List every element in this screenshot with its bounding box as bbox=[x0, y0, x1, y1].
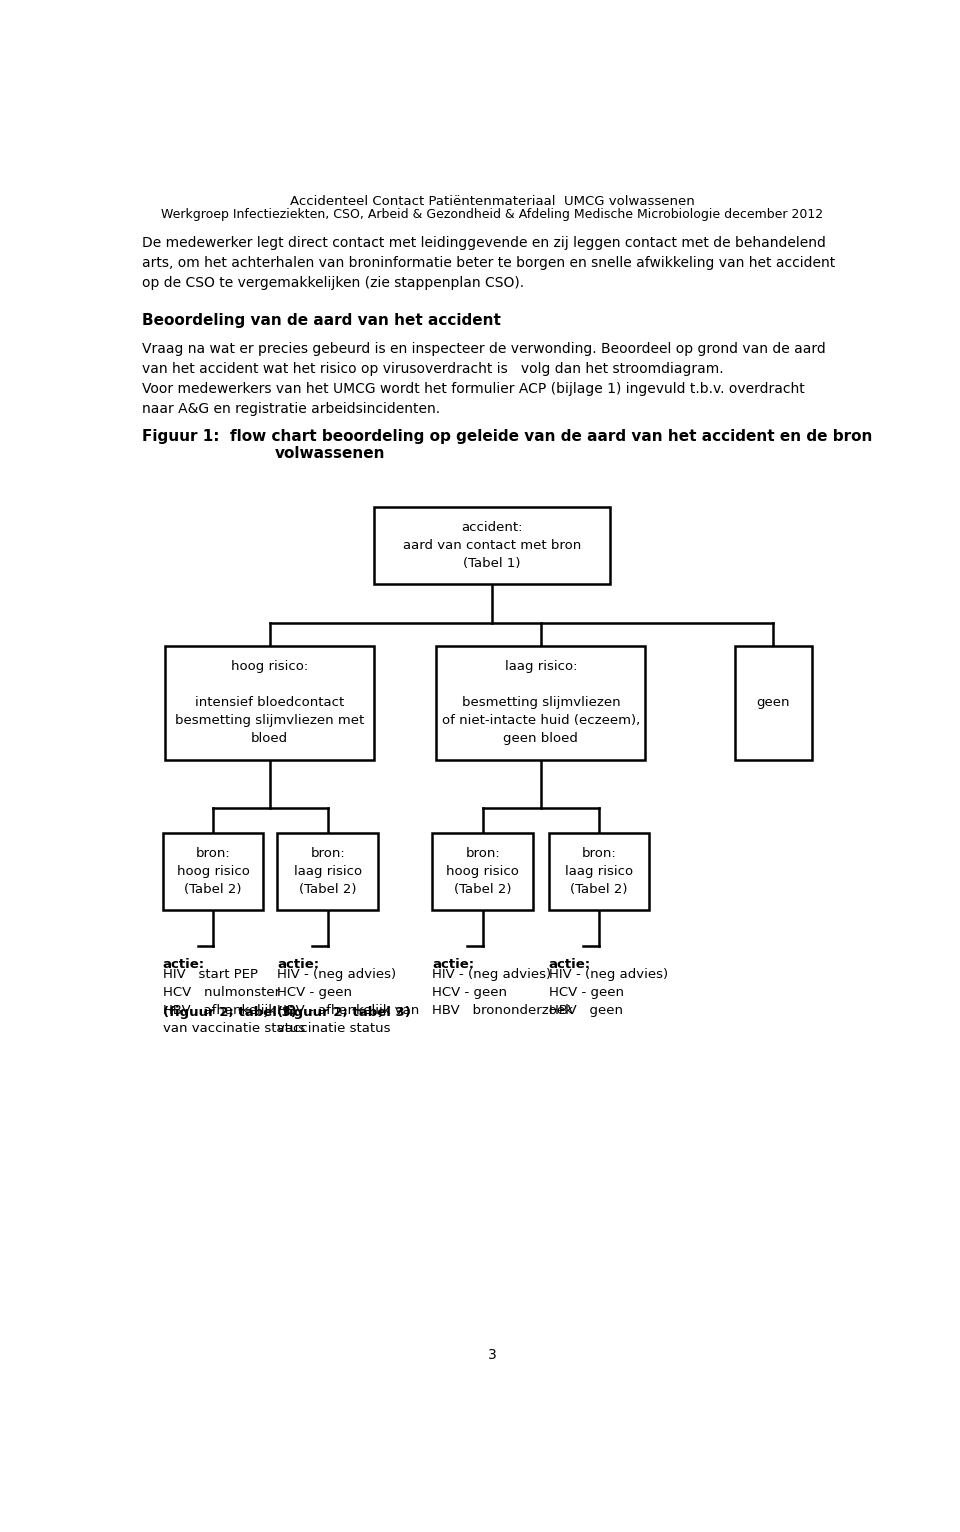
Text: laag risico:

besmetting slijmvliezen
of niet-intacte huid (eczeem),
geen bloed: laag risico: besmetting slijmvliezen of … bbox=[442, 660, 640, 746]
Text: (figuur 2; tabel 3): (figuur 2; tabel 3) bbox=[162, 1007, 297, 1019]
FancyBboxPatch shape bbox=[165, 647, 374, 760]
Text: volwassenen: volwassenen bbox=[275, 446, 386, 461]
Text: Figuur 1:  flow chart beoordeling op geleide van de aard van het accident en de : Figuur 1: flow chart beoordeling op gele… bbox=[142, 429, 872, 444]
Text: 3: 3 bbox=[488, 1348, 496, 1362]
Text: actie:: actie: bbox=[162, 958, 204, 971]
FancyBboxPatch shape bbox=[436, 647, 645, 760]
Text: geen: geen bbox=[756, 697, 790, 709]
FancyBboxPatch shape bbox=[734, 647, 812, 760]
FancyBboxPatch shape bbox=[432, 833, 533, 910]
FancyBboxPatch shape bbox=[548, 833, 649, 910]
Text: actie:: actie: bbox=[277, 958, 320, 971]
Text: Vraag na wat er precies gebeurd is en inspecteer de verwonding. Beoordeel op gro: Vraag na wat er precies gebeurd is en in… bbox=[142, 342, 826, 415]
Text: HIV   start PEP
HCV   nulmonster
HBV   afhankelijk
van vaccinatie status: HIV start PEP HCV nulmonster HBV afhanke… bbox=[162, 968, 305, 1034]
Text: hoog risico:

intensief bloedcontact
besmetting slijmvliezen met
bloed: hoog risico: intensief bloedcontact besm… bbox=[175, 660, 364, 746]
Text: HIV - (neg advies)
HCV - geen
HBV - afhankelijk van
vaccinatie status: HIV - (neg advies) HCV - geen HBV - afha… bbox=[277, 968, 420, 1034]
FancyBboxPatch shape bbox=[277, 833, 378, 910]
Text: accident:
aard van contact met bron
(Tabel 1): accident: aard van contact met bron (Tab… bbox=[403, 521, 581, 570]
Text: actie:: actie: bbox=[432, 958, 474, 971]
Text: bron:
hoog risico
(Tabel 2): bron: hoog risico (Tabel 2) bbox=[446, 847, 519, 896]
Text: actie:: actie: bbox=[548, 958, 590, 971]
Text: Accidenteel Contact Patiëntenmateriaal  UMCG volwassenen: Accidenteel Contact Patiëntenmateriaal U… bbox=[290, 195, 694, 208]
Text: HIV - (neg advies)
HCV - geen
HBV   brononderzoek: HIV - (neg advies) HCV - geen HBV bronon… bbox=[432, 968, 573, 1017]
FancyBboxPatch shape bbox=[162, 833, 263, 910]
Text: Beoordeling van de aard van het accident: Beoordeling van de aard van het accident bbox=[142, 313, 500, 328]
Text: bron:
laag risico
(Tabel 2): bron: laag risico (Tabel 2) bbox=[294, 847, 362, 896]
Text: De medewerker legt direct contact met leidinggevende en zij leggen contact met d: De medewerker legt direct contact met le… bbox=[142, 236, 835, 290]
Text: Werkgroep Infectieziekten, CSO, Arbeid & Gezondheid & Afdeling Medische Microbio: Werkgroep Infectieziekten, CSO, Arbeid &… bbox=[161, 208, 823, 222]
Text: bron:
laag risico
(Tabel 2): bron: laag risico (Tabel 2) bbox=[564, 847, 633, 896]
Text: (figuur 2; tabel 3): (figuur 2; tabel 3) bbox=[277, 1007, 411, 1019]
FancyBboxPatch shape bbox=[374, 507, 610, 584]
Text: HIV - (neg advies)
HCV - geen
HBV   geen: HIV - (neg advies) HCV - geen HBV geen bbox=[548, 968, 668, 1017]
Text: bron:
hoog risico
(Tabel 2): bron: hoog risico (Tabel 2) bbox=[177, 847, 250, 896]
